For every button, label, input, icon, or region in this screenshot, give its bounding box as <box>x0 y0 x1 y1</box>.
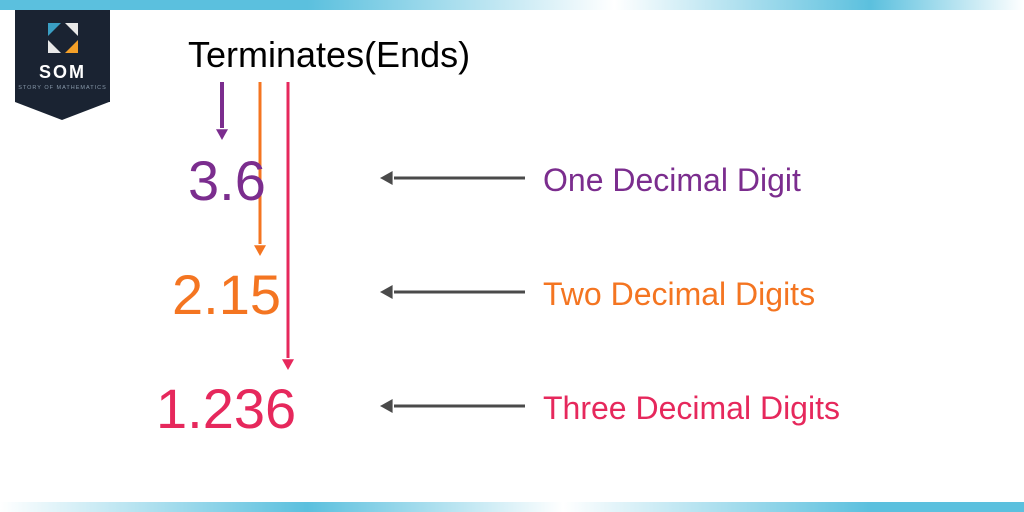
title-text: Terminates(Ends) <box>188 34 470 76</box>
decimal-label-3: Three Decimal Digits <box>543 390 840 427</box>
decimal-label-2: Two Decimal Digits <box>543 276 815 313</box>
diagram-content: Terminates(Ends) 3.6 One Decimal Digit 2.1… <box>0 0 1024 512</box>
decimal-number-3: 1.236 <box>156 376 296 441</box>
decimal-number-1: 3.6 <box>188 148 266 213</box>
decimal-label-1: One Decimal Digit <box>543 162 801 199</box>
arrows-layer <box>0 0 1024 512</box>
decimal-number-2: 2.15 <box>172 262 281 327</box>
